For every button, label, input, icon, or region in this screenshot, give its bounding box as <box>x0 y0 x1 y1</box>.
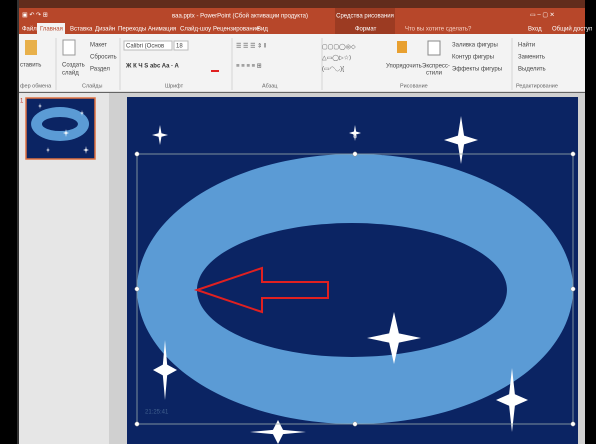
arrange-icon <box>397 41 407 53</box>
group-label: фер обмена <box>20 83 52 89</box>
group-label: Шрифт <box>165 83 184 89</box>
new-slide-icon <box>63 40 75 55</box>
button[interactable]: Раздел <box>90 67 110 73</box>
tab-active[interactable]: Главная <box>40 27 63 33</box>
screen: ваа.pptx - PowerPoint (Сбой активации пр… <box>0 0 596 444</box>
sign-in[interactable]: Вход <box>528 27 542 33</box>
timestamp: 21:25:41 <box>145 410 169 416</box>
button[interactable]: Контур фигуры <box>452 55 494 61</box>
resize-handle[interactable] <box>353 152 357 156</box>
button[interactable]: Эффекты фигуры <box>452 67 502 73</box>
resize-handle[interactable] <box>571 152 575 156</box>
button[interactable]: Сбросить <box>90 55 117 61</box>
resize-handle[interactable] <box>571 287 575 291</box>
font-name[interactable]: Calibri (Основ <box>126 44 164 50</box>
button[interactable]: Упорядочить <box>386 64 422 70</box>
button[interactable]: Заливка фигуры <box>452 43 498 49</box>
paragraph-tools[interactable]: ☰ ☰ ☰ ⇕ ‖ <box>236 43 266 50</box>
window-title: ваа.pptx - PowerPoint (Сбой активации пр… <box>172 13 308 20</box>
paste-icon <box>25 40 37 55</box>
button[interactable]: стили <box>426 71 442 77</box>
tab[interactable]: Переходы <box>118 27 146 33</box>
tab[interactable]: Анимация <box>148 27 176 33</box>
button[interactable]: Выделить <box>518 67 546 73</box>
font-tools[interactable]: Ж К Ч S abc Aa · A <box>125 64 180 70</box>
tab[interactable]: Вид <box>257 27 268 33</box>
paragraph-tools-2[interactable]: ≡ ≡ ≡ ≡ ⊞ <box>236 64 262 70</box>
shapes-gallery-3[interactable]: (▭◠◡){ <box>322 67 344 73</box>
page: ваа.pptx - PowerPoint (Сбой активации пр… <box>0 0 596 444</box>
resize-handle[interactable] <box>135 287 139 291</box>
resize-handle[interactable] <box>135 152 139 156</box>
tab[interactable]: Дизайн <box>95 26 115 33</box>
tab[interactable]: Вставка <box>70 27 93 33</box>
button[interactable]: Макет <box>90 43 107 49</box>
resize-handle[interactable] <box>571 422 575 426</box>
resize-handle[interactable] <box>353 422 357 426</box>
group-label: Слайды <box>82 82 103 89</box>
button[interactable]: Найти <box>518 42 535 49</box>
button[interactable]: ставить <box>20 63 41 69</box>
shapes-gallery[interactable]: ▢▢▢◯◎◇ <box>322 44 356 51</box>
resize-handle[interactable] <box>135 422 139 426</box>
font-size[interactable]: 18 <box>176 44 183 50</box>
share[interactable]: Общий доступ <box>552 26 592 33</box>
group-label: Редактирование <box>516 83 558 89</box>
window-controls[interactable]: ▭ – ▢ ✕ <box>530 13 555 19</box>
rotate-handle[interactable]: ↻ <box>352 134 357 141</box>
button[interactable]: Создать <box>62 63 85 69</box>
button[interactable]: Экспресс- <box>422 64 450 70</box>
quick-access[interactable]: ▣ ↶ ↷ ⊞ <box>22 12 48 19</box>
font-color-bar <box>211 70 219 72</box>
tab[interactable]: Слайд-шоу <box>180 26 211 33</box>
group-label: Абзац <box>262 83 278 89</box>
styles-icon <box>428 41 440 55</box>
tab[interactable]: Файл <box>22 26 37 33</box>
context-group: Средства рисования <box>336 14 394 20</box>
tab[interactable]: Формат <box>355 27 377 33</box>
shapes-gallery-2[interactable]: △▭◯▷☆⟩ <box>322 55 351 62</box>
tab[interactable]: Рецензирование <box>213 27 260 33</box>
video-overlay <box>19 0 585 8</box>
search-box[interactable]: Что вы хотите сделать? <box>405 27 472 33</box>
group-label: Рисование <box>400 83 428 89</box>
button[interactable]: Заменить <box>518 55 545 61</box>
button[interactable]: слайд <box>62 70 79 77</box>
